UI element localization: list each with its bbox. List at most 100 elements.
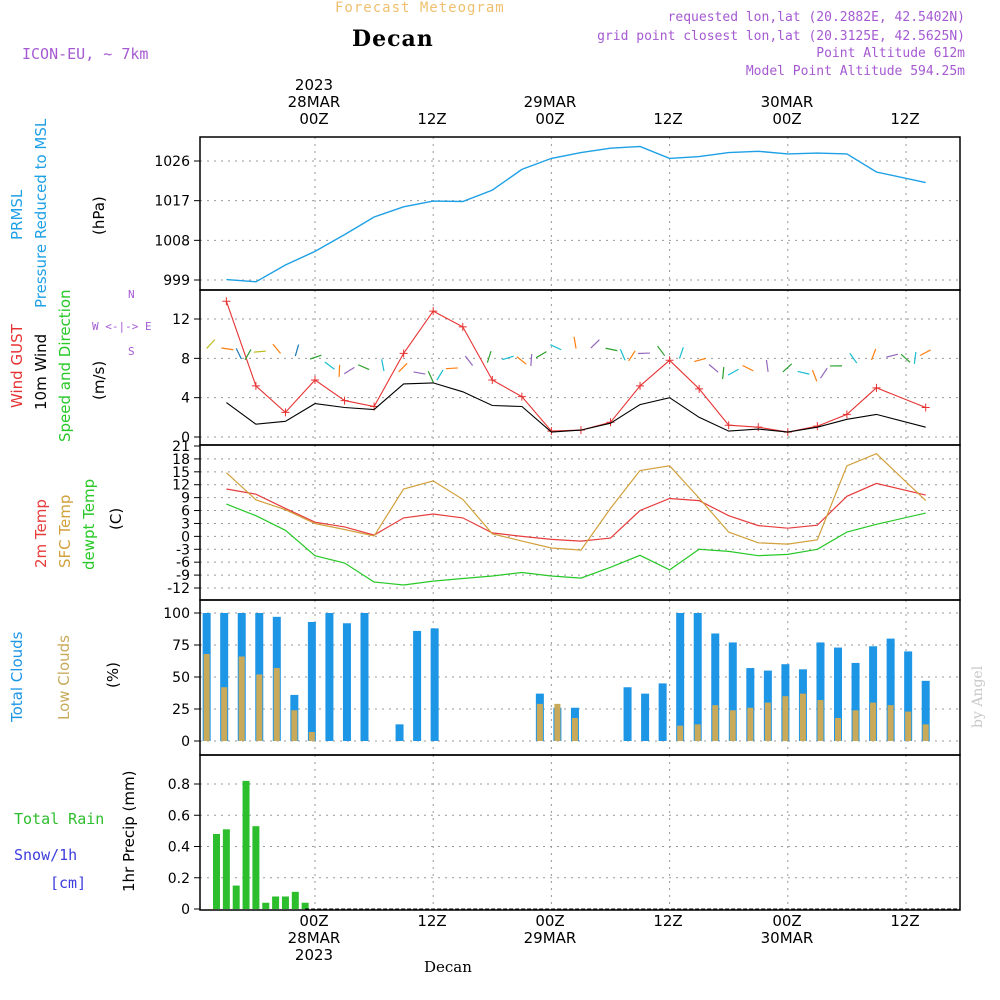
- wind-direction-arrow: [244, 349, 252, 361]
- low-cloud-bar: [203, 653, 210, 741]
- total-cloud-bar: [430, 628, 439, 741]
- total-cloud-bar: [921, 680, 930, 741]
- pressure-line: [226, 145, 926, 283]
- top-time-label-4: 30MAR 00Z: [760, 93, 814, 128]
- wind-direction-arrow: [765, 359, 769, 372]
- t2m-label: 2m Temp: [32, 499, 50, 568]
- low-cloud-bar: [238, 656, 245, 741]
- dewpt-label: dewpt Temp: [80, 478, 98, 570]
- low-cloud-bar: [536, 703, 543, 741]
- panel-frame: [199, 136, 961, 291]
- wind-direction-arrow: [628, 350, 636, 362]
- y-tick-label: 1008: [154, 233, 190, 249]
- wind-direction-arrow: [357, 364, 370, 371]
- wind-direction-arrow: [819, 367, 828, 379]
- wind-direction-arrow: [398, 362, 408, 373]
- wind-direction-arrow: [605, 347, 618, 352]
- low-cloud-bar: [852, 710, 859, 741]
- precip-axis-label: 1hr Precip (mm): [120, 770, 138, 892]
- snow-label: Snow/1h: [14, 846, 78, 864]
- y-tick-label: 12: [172, 312, 190, 328]
- wind-direction-arrow: [221, 347, 234, 351]
- gust-marker: [311, 375, 319, 384]
- compass-north: N: [128, 288, 135, 301]
- low-cloud-bar: [817, 700, 824, 741]
- total-cloud-bar: [886, 638, 895, 741]
- wind-unit-label: (m/s): [90, 360, 108, 400]
- point-altitude: Point Altitude 612m: [816, 46, 965, 61]
- low-cloud-bar: [764, 702, 771, 741]
- top-time-label-5: 12Z: [890, 110, 920, 128]
- wind-direction-arrow: [445, 367, 458, 370]
- y-tick-label: 21: [172, 439, 190, 455]
- panel-frame: [199, 289, 961, 446]
- rain-bar: [213, 834, 220, 909]
- gust-marker: [636, 381, 645, 390]
- top-time-label-1: 12Z: [417, 110, 447, 128]
- top-time-label-2: 29MAR 00Z: [523, 93, 577, 128]
- y-tick-label: 0: [181, 902, 190, 918]
- low-cloud-bar: [273, 668, 280, 741]
- low-cloud-bar: [922, 724, 929, 741]
- wind-direction-arrow: [516, 356, 527, 365]
- speed-dir-label: Speed and Direction: [56, 289, 74, 442]
- wind10-label: 10m Wind: [32, 333, 50, 410]
- wind-direction-arrow: [550, 344, 562, 351]
- dewpt-line: [226, 503, 926, 586]
- sfc-temp-line: [225, 452, 927, 551]
- y-tick-label: 1017: [154, 194, 190, 210]
- y-tick-label: 0: [181, 529, 190, 545]
- low-cloud-bar: [870, 702, 877, 741]
- wind-direction-arrow: [742, 364, 754, 372]
- total-cloud-bar: [728, 642, 737, 741]
- low-cloud-bar: [571, 717, 578, 741]
- gust-marker: [458, 322, 467, 331]
- total-cloud-bar: [360, 613, 369, 741]
- y-tick-label: 9: [181, 491, 190, 507]
- y-tick-label: 8: [181, 351, 190, 367]
- wind-direction-arrow: [436, 369, 444, 381]
- low-cloud-bar: [729, 710, 736, 741]
- rain-bar: [291, 891, 299, 909]
- wind-direction-arrow: [657, 345, 666, 357]
- total-cloud-bar: [307, 621, 316, 741]
- y-tick-label: -6: [176, 555, 190, 571]
- bottom-time-label-0: 00Z 28MAR 2023: [287, 912, 341, 964]
- low-cloud-bar: [221, 687, 228, 741]
- total-cloud-bar: [395, 724, 404, 741]
- wind-direction-arrow: [501, 355, 514, 361]
- y-tick-label: 12: [172, 478, 190, 494]
- y-tick-label: 0: [181, 430, 190, 446]
- total-clouds-label: Total Clouds: [8, 631, 26, 722]
- total-cloud-bar: [325, 613, 334, 741]
- y-tick-label: 999: [163, 273, 190, 289]
- y-tick-label: -12: [167, 581, 190, 597]
- y-tick-label: -3: [176, 542, 190, 558]
- compass-south: S: [128, 345, 135, 358]
- y-tick-label: 50: [172, 670, 190, 686]
- pressure-name-label: PRMSL: [8, 189, 26, 240]
- y-tick-label: -9: [176, 568, 190, 584]
- wind-direction-arrow: [235, 348, 242, 360]
- y-tick-label: 4: [181, 391, 190, 407]
- bottom-time-label-3: 12Z: [653, 912, 683, 930]
- gust-marker: [222, 297, 231, 306]
- wind-direction-arrow: [413, 371, 426, 375]
- wind-direction-arrow: [797, 370, 810, 375]
- y-tick-label: 1026: [154, 154, 190, 170]
- wind10-line: [226, 382, 926, 433]
- total-cloud-bar: [220, 613, 229, 741]
- y-tick-label: 18: [172, 452, 190, 468]
- requested-location: requested lon,lat (20.2882E, 42.5402N): [667, 10, 965, 25]
- wind-direction-arrow: [590, 339, 600, 349]
- y-tick-label: 6: [181, 504, 190, 520]
- t2m-line: [226, 482, 926, 542]
- gust-marker: [251, 381, 260, 390]
- rain-bar: [232, 885, 240, 909]
- y-tick-label: 0: [181, 734, 190, 750]
- gust-marker: [606, 418, 615, 427]
- low-cloud-bar: [747, 707, 754, 741]
- y-tick-label: 75: [172, 638, 190, 654]
- total-cloud-bar: [834, 647, 843, 741]
- total-cloud-bar: [676, 613, 685, 741]
